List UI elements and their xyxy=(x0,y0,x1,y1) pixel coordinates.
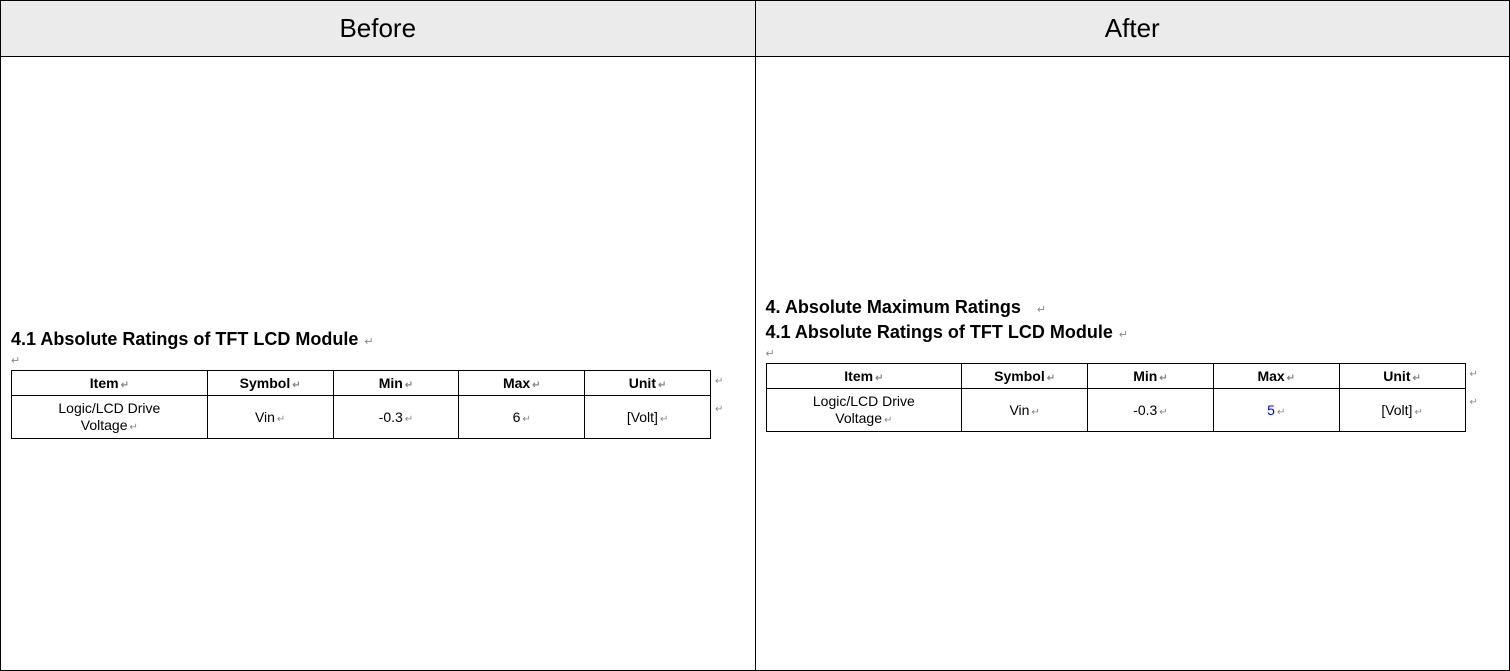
cell-max: 6↵ xyxy=(459,396,585,439)
cell-item-line2: Voltage xyxy=(81,417,128,433)
cell-item: Logic/LCD DriveVoltage↵ xyxy=(766,389,962,432)
before-table-wrapper: Item↵ Symbol↵ Min↵ Max↵ Unit↵ Logic/LCD … xyxy=(11,370,745,439)
table-row: Logic/LCD DriveVoltage↵ Vin↵ -0.3↵ 5↵ [V… xyxy=(766,389,1465,432)
col-header-max-text: Max xyxy=(1257,368,1284,384)
cell-min-text: -0.3 xyxy=(379,409,403,425)
pilcrow-icon: ↵ xyxy=(522,414,530,425)
table-header-row: Item↵ Symbol↵ Min↵ Max↵ Unit↵ xyxy=(12,371,711,396)
pilcrow-icon: ↵ xyxy=(715,404,723,415)
cell-symbol-text: Vin xyxy=(255,409,275,425)
after-table-wrapper: Item↵ Symbol↵ Min↵ Max↵ Unit↵ Logic/LCD … xyxy=(766,363,1500,432)
pilcrow-icon: ↵ xyxy=(277,414,285,425)
pilcrow-icon: ↵ xyxy=(1031,407,1039,418)
pilcrow-icon: ↵ xyxy=(1470,369,1478,380)
col-header-symbol-text: Symbol xyxy=(240,375,291,391)
col-header-max: Max↵ xyxy=(459,371,585,396)
pilcrow-icon: ↵ xyxy=(715,376,723,387)
pilcrow-icon: ↵ xyxy=(405,414,413,425)
cell-min-text: -0.3 xyxy=(1133,402,1157,418)
pilcrow-icon: ↵ xyxy=(532,380,540,391)
col-header-unit: Unit↵ xyxy=(1339,364,1465,389)
col-header-min: Min↵ xyxy=(333,371,459,396)
col-header-unit-text: Unit xyxy=(1383,368,1410,384)
pilcrow-icon: ↵ xyxy=(11,355,20,367)
cell-symbol: Vin↵ xyxy=(962,389,1088,432)
pilcrow-icon: ↵ xyxy=(1412,373,1420,384)
cell-unit-text: [Volt] xyxy=(1381,402,1412,418)
before-body: 4.1 Absolute Ratings of TFT LCD Module↵ … xyxy=(1,57,755,670)
pilcrow-icon: ↵ xyxy=(1159,373,1167,384)
before-ratings-table: Item↵ Symbol↵ Min↵ Max↵ Unit↵ Logic/LCD … xyxy=(11,370,711,439)
pilcrow-icon: ↵ xyxy=(660,414,668,425)
cell-item-line1: Logic/LCD Drive xyxy=(813,393,915,409)
pilcrow-icon: ↵ xyxy=(1414,407,1422,418)
col-header-symbol-text: Symbol xyxy=(994,368,1045,384)
cell-unit-text: [Volt] xyxy=(627,409,658,425)
pilcrow-icon: ↵ xyxy=(1159,407,1167,418)
after-ratings-table: Item↵ Symbol↵ Min↵ Max↵ Unit↵ Logic/LCD … xyxy=(766,363,1466,432)
pilcrow-icon: ↵ xyxy=(1470,397,1478,408)
col-header-max-text: Max xyxy=(503,375,530,391)
col-header-min-text: Min xyxy=(379,375,403,391)
before-after-comparison: Before 4.1 Absolute Ratings of TFT LCD M… xyxy=(0,0,1510,671)
cell-max-text: 5 xyxy=(1267,402,1275,418)
before-header: Before xyxy=(1,1,755,57)
col-header-item: Item↵ xyxy=(766,364,962,389)
after-section-41-title: 4.1 Absolute Ratings of TFT LCD Module ↵ xyxy=(766,322,1500,343)
before-section-41-title: 4.1 Absolute Ratings of TFT LCD Module ↵ xyxy=(11,329,745,350)
cell-item: Logic/LCD DriveVoltage↵ xyxy=(12,396,208,439)
after-section-41-text: 4.1 Absolute Ratings of TFT LCD Module xyxy=(766,322,1113,342)
col-header-max: Max↵ xyxy=(1213,364,1339,389)
before-section-41-text: 4.1 Absolute Ratings of TFT LCD Module xyxy=(11,329,358,349)
pilcrow-icon: ↵ xyxy=(1277,407,1285,418)
cell-unit: [Volt]↵ xyxy=(1339,389,1465,432)
after-panel: After 4. Absolute Maximum Ratings ↵ 4.1 … xyxy=(756,1,1510,670)
pilcrow-icon: ↵ xyxy=(884,415,892,426)
col-header-symbol: Symbol↵ xyxy=(962,364,1088,389)
pilcrow-icon: ↵ xyxy=(364,336,373,348)
pilcrow-icon: ↵ xyxy=(1119,329,1128,341)
col-header-min-text: Min xyxy=(1133,368,1157,384)
pilcrow-icon: ↵ xyxy=(121,380,129,391)
cell-symbol-text: Vin xyxy=(1009,402,1029,418)
pilcrow-icon: ↵ xyxy=(766,348,775,360)
after-content: 4. Absolute Maximum Ratings ↵ 4.1 Absolu… xyxy=(766,297,1500,432)
pilcrow-icon: ↵ xyxy=(292,380,300,391)
after-body: 4. Absolute Maximum Ratings ↵ 4.1 Absolu… xyxy=(756,57,1510,670)
pilcrow-icon: ↵ xyxy=(1287,373,1295,384)
col-header-symbol: Symbol↵ xyxy=(207,371,333,396)
blank-paragraph: ↵ xyxy=(766,347,1500,361)
col-header-unit-text: Unit xyxy=(629,375,656,391)
cell-unit: [Volt]↵ xyxy=(585,396,711,439)
after-section-4-title: 4. Absolute Maximum Ratings ↵ xyxy=(766,297,1500,318)
col-header-item-text: Item xyxy=(90,375,119,391)
after-section-4-text: 4. Absolute Maximum Ratings xyxy=(766,297,1021,317)
table-row: Logic/LCD DriveVoltage↵ Vin↵ -0.3↵ 6↵ [V… xyxy=(12,396,711,439)
pilcrow-icon: ↵ xyxy=(1037,304,1046,316)
col-header-min: Min↵ xyxy=(1088,364,1214,389)
col-header-item: Item↵ xyxy=(12,371,208,396)
cell-symbol: Vin↵ xyxy=(207,396,333,439)
cell-item-line2: Voltage xyxy=(835,410,882,426)
after-header: After xyxy=(756,1,1510,57)
table-header-row: Item↵ Symbol↵ Min↵ Max↵ Unit↵ xyxy=(766,364,1465,389)
cell-max: 5↵ xyxy=(1213,389,1339,432)
before-panel: Before 4.1 Absolute Ratings of TFT LCD M… xyxy=(1,1,756,670)
col-header-item-text: Item xyxy=(844,368,873,384)
before-content: 4.1 Absolute Ratings of TFT LCD Module↵ … xyxy=(11,329,745,439)
cell-max-text: 6 xyxy=(513,409,521,425)
cell-item-line1: Logic/LCD Drive xyxy=(58,400,160,416)
pilcrow-icon: ↵ xyxy=(405,380,413,391)
cell-min: -0.3↵ xyxy=(1088,389,1214,432)
blank-paragraph: ↵ xyxy=(11,354,745,368)
pilcrow-icon: ↵ xyxy=(658,380,666,391)
pilcrow-icon: ↵ xyxy=(1047,373,1055,384)
col-header-unit: Unit↵ xyxy=(585,371,711,396)
pilcrow-icon: ↵ xyxy=(130,422,138,433)
pilcrow-icon: ↵ xyxy=(875,373,883,384)
cell-min: -0.3↵ xyxy=(333,396,459,439)
